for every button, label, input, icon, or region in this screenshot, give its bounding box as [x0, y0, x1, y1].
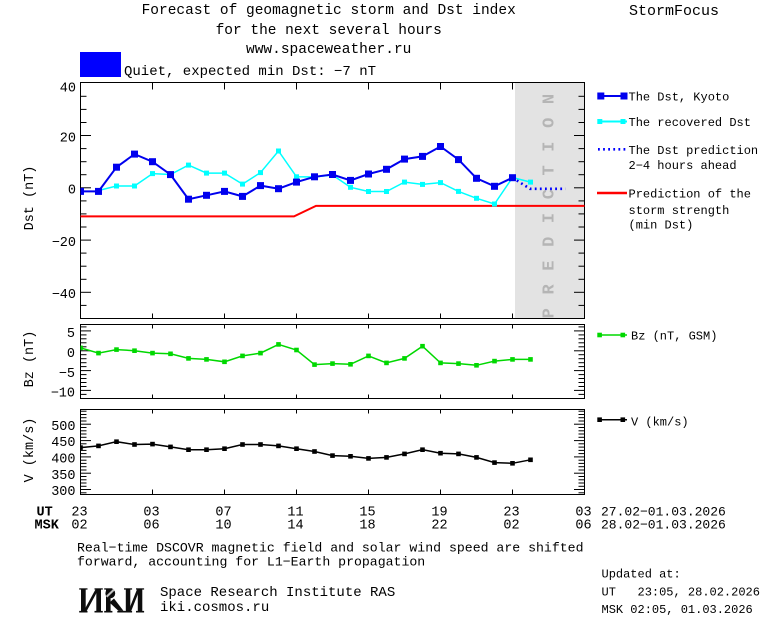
- svg-text:2−4 hours ahead: 2−4 hours ahead: [629, 159, 737, 173]
- svg-text:MSK 02:05, 01.03.2026: MSK 02:05, 01.03.2026: [602, 603, 753, 617]
- svg-text:UT 23:05, 28.02.2026: UT 23:05, 28.02.2026: [602, 585, 760, 599]
- svg-text:forward, accounting for L1−Ear: forward, accounting for L1−Earth propaga…: [77, 555, 425, 570]
- svg-text:14: 14: [287, 518, 303, 533]
- svg-text:−20: −20: [52, 236, 76, 251]
- svg-text:storm strength: storm strength: [629, 204, 730, 218]
- svg-text:03: 03: [575, 505, 591, 520]
- svg-text:15: 15: [359, 505, 375, 520]
- svg-text:300: 300: [51, 485, 75, 500]
- svg-text:Bz (nT, GSM): Bz (nT, GSM): [631, 330, 717, 344]
- svg-text:23: 23: [503, 505, 519, 520]
- svg-text:0: 0: [67, 347, 75, 362]
- svg-text:28.02−01.03.2026: 28.02−01.03.2026: [601, 517, 726, 532]
- svg-text:V (km/s): V (km/s): [23, 418, 38, 483]
- svg-text:(min Dst): (min Dst): [629, 218, 694, 232]
- svg-text:−40: −40: [52, 288, 76, 303]
- svg-text:−10: −10: [51, 387, 75, 402]
- svg-text:The recovered Dst: The recovered Dst: [629, 116, 751, 130]
- svg-text:03: 03: [143, 505, 159, 520]
- svg-text:06: 06: [143, 518, 159, 533]
- svg-text:Updated at:: Updated at:: [602, 568, 681, 582]
- svg-text:19: 19: [431, 505, 447, 520]
- svg-text:Dst (nT): Dst (nT): [23, 166, 38, 231]
- svg-text:350: 350: [51, 469, 75, 484]
- svg-text:−5: −5: [59, 367, 75, 382]
- svg-text:0: 0: [68, 184, 76, 199]
- svg-text:11: 11: [287, 505, 303, 520]
- svg-text:5: 5: [67, 327, 75, 342]
- svg-text:10: 10: [215, 518, 231, 533]
- svg-text:22: 22: [431, 518, 447, 533]
- svg-text:The Dst, Kyoto: The Dst, Kyoto: [629, 91, 730, 105]
- svg-text:450: 450: [51, 436, 75, 451]
- svg-text:MSK: MSK: [35, 518, 60, 533]
- svg-text:27.02−01.03.2026: 27.02−01.03.2026: [601, 504, 726, 519]
- svg-text:V (km/s): V (km/s): [631, 416, 689, 430]
- svg-text:18: 18: [359, 518, 375, 533]
- svg-text:02: 02: [503, 518, 519, 533]
- svg-text:Real−time DSCOVR magnetic fiel: Real−time DSCOVR magnetic field and sola…: [77, 541, 583, 556]
- svg-text:400: 400: [51, 453, 75, 468]
- svg-text:06: 06: [575, 518, 591, 533]
- svg-text:Bz (nT): Bz (nT): [23, 331, 38, 388]
- svg-text:Quiet, expected min Dst: −7 nT: Quiet, expected min Dst: −7 nT: [124, 64, 376, 80]
- svg-text:iki.cosmos.ru: iki.cosmos.ru: [160, 600, 269, 616]
- svg-text:www.spaceweather.ru: www.spaceweather.ru: [246, 42, 411, 58]
- svg-text:500: 500: [51, 420, 75, 435]
- svg-text:Forecast of geomagnetic storm: Forecast of geomagnetic storm and Dst in…: [142, 3, 516, 19]
- svg-text:Prediction of the: Prediction of the: [629, 187, 751, 201]
- svg-text:PREDICTION: PREDICTION: [540, 80, 559, 318]
- svg-text:Space Research Institute RAS: Space Research Institute RAS: [160, 585, 395, 601]
- svg-text:40: 40: [60, 81, 76, 96]
- svg-text:UT: UT: [37, 505, 53, 520]
- svg-text:02: 02: [71, 518, 87, 533]
- svg-text:for the next several hours: for the next several hours: [216, 23, 442, 39]
- svg-text:20: 20: [60, 131, 76, 146]
- svg-text:StormFocus: StormFocus: [629, 3, 719, 20]
- svg-text:23: 23: [71, 505, 87, 520]
- svg-text:The Dst prediction: The Dst prediction: [629, 144, 759, 158]
- svg-text:07: 07: [215, 505, 231, 520]
